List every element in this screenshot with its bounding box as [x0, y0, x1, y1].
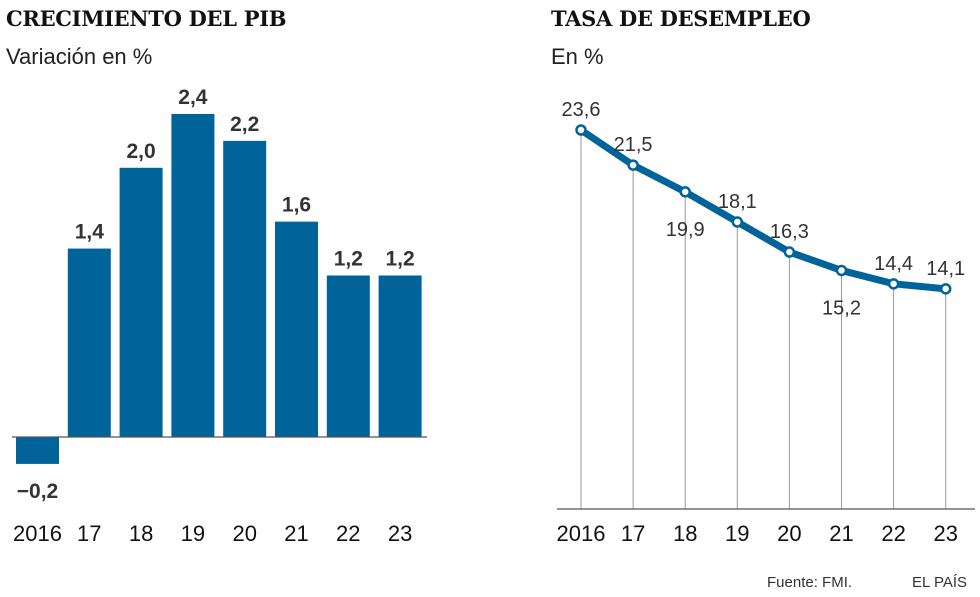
gdp-value-label: 1,4 — [75, 221, 105, 244]
unemployment-value-label: 18,1 — [718, 191, 757, 213]
gdp-tick-label: 17 — [77, 521, 101, 546]
gdp-value-label: 1,6 — [282, 194, 311, 217]
unemployment-tick-label: 20 — [777, 521, 801, 546]
unemployment-point-22 — [887, 278, 900, 290]
unemployment-tick-label: 18 — [673, 521, 697, 546]
gdp-bar-22 — [326, 275, 370, 437]
unemployment-point-20 — [783, 246, 796, 258]
unemployment-value-label: 15,2 — [822, 297, 861, 319]
unemployment-x-axis-ticks: 2016 17 18 19 20 21 22 23 — [557, 521, 958, 546]
gdp-bar-19 — [171, 113, 215, 438]
unemployment-point-23 — [939, 283, 952, 295]
footer: Fuente: FMI. EL PAÍS — [767, 574, 967, 591]
unemployment-chart: TASA DE DESEMPLEO En % 23,6 21,5 19,9 18,1 1… — [551, 6, 975, 546]
unemployment-tick-label: 21 — [829, 521, 853, 546]
gdp-tick-label: 20 — [232, 521, 256, 546]
gdp-value-label: 2,0 — [126, 140, 155, 163]
gdp-chart-subtitle: Variación en % — [6, 44, 152, 69]
gdp-value-label: 2,4 — [178, 86, 208, 109]
unemployment-tick-label: 22 — [881, 521, 905, 546]
unemployment-drop-lines — [580, 130, 947, 509]
unemployment-value-labels: 23,6 21,5 19,9 18,1 16,3 15,2 14,4 14,1 — [562, 99, 966, 319]
gdp-bar-18 — [119, 167, 163, 438]
unemployment-points — [575, 124, 952, 295]
unemployment-tick-label: 17 — [621, 521, 645, 546]
gdp-tick-label: 18 — [129, 521, 153, 546]
unemployment-point-2016 — [575, 124, 587, 136]
unemployment-chart-subtitle: En % — [551, 44, 604, 69]
gdp-bar-20 — [223, 140, 267, 437]
unemployment-value-label: 23,6 — [562, 99, 601, 121]
unemployment-value-label: 21,5 — [614, 134, 653, 156]
unemployment-series-line — [577, 126, 950, 293]
unemployment-point-19 — [731, 216, 744, 228]
unemployment-value-label: 14,1 — [926, 258, 965, 280]
unemployment-point-17 — [627, 159, 639, 171]
gdp-value-label: 1,2 — [385, 247, 414, 270]
gdp-bar-2016 — [16, 437, 59, 464]
gdp-chart: CRECIMIENTO DEL PIB Variación en % −0,2 1… — [6, 6, 427, 546]
unemployment-tick-label: 23 — [933, 521, 957, 546]
unemployment-point-21 — [835, 264, 848, 277]
unemployment-tick-label: 19 — [725, 521, 749, 546]
gdp-bars — [16, 113, 422, 464]
gdp-tick-label: 22 — [336, 521, 360, 546]
unemployment-value-label: 16,3 — [770, 221, 809, 243]
gdp-tick-label: 21 — [284, 521, 308, 546]
brand-label: EL PAÍS — [912, 574, 967, 591]
gdp-tick-label: 2016 — [13, 521, 62, 546]
gdp-value-label: 1,2 — [334, 247, 363, 270]
gdp-bar-23 — [378, 275, 422, 437]
gdp-value-label: 2,2 — [230, 113, 259, 136]
gdp-tick-label: 23 — [388, 521, 412, 546]
gdp-value-labels: −0,2 1,4 2,0 2,4 2,2 1,6 1,2 1,2 — [17, 86, 415, 503]
gdp-bar-17 — [67, 248, 111, 437]
gdp-chart-title: CRECIMIENTO DEL PIB — [6, 6, 286, 31]
gdp-tick-label: 19 — [181, 521, 205, 546]
unemployment-value-label: 14,4 — [874, 253, 913, 275]
unemployment-chart-title: TASA DE DESEMPLEO — [551, 6, 810, 31]
gdp-bar-21 — [275, 221, 318, 437]
gdp-value-label: −0,2 — [17, 480, 58, 503]
unemployment-value-label: 19,9 — [666, 219, 705, 241]
unemployment-point-18 — [679, 186, 691, 198]
unemployment-tick-label: 2016 — [557, 521, 606, 546]
gdp-x-axis-ticks: 2016 17 18 19 20 21 22 23 — [13, 521, 412, 546]
source-note: Fuente: FMI. — [767, 574, 852, 591]
